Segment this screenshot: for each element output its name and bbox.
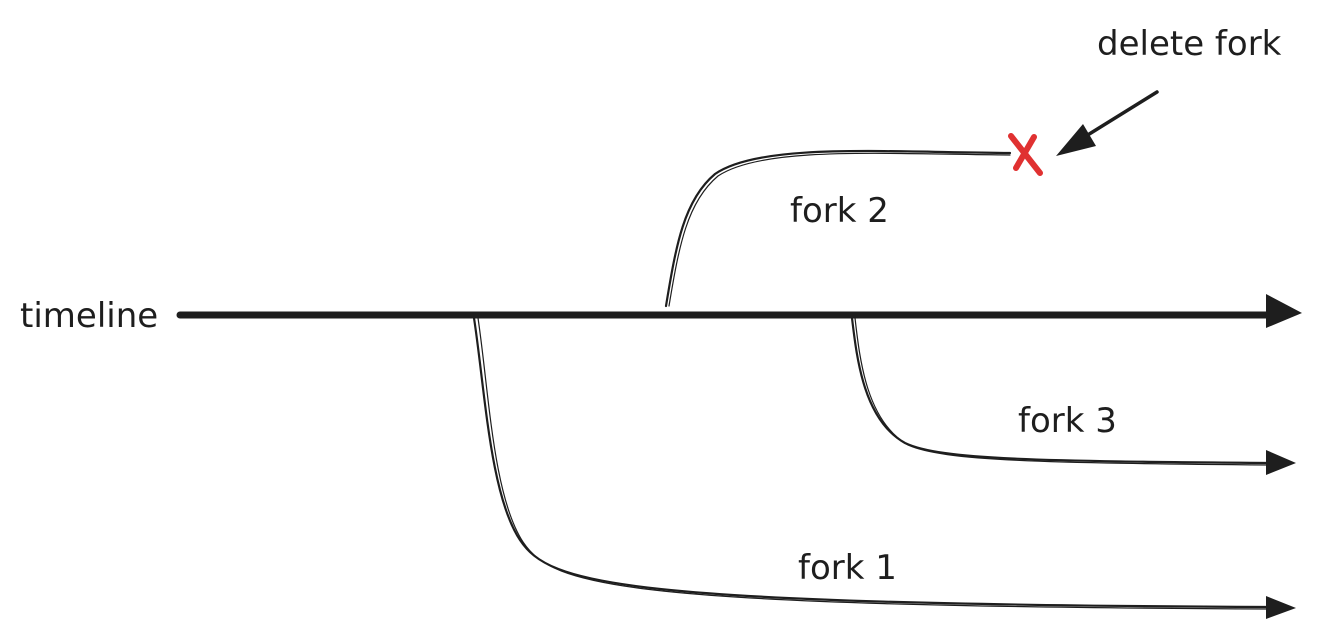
annotation-arrow [1056,90,1159,156]
fork-1-line [472,316,1296,619]
fork-2-label: fork 2 [790,191,889,231]
delete-fork-annotation: delete fork [1097,24,1282,64]
fork-2-line [664,149,1012,308]
timeline-arrowhead [1266,294,1302,328]
fork-1-label: fork 1 [798,548,897,588]
timeline-label: timeline [20,296,158,336]
fork-1-arrowhead [1266,596,1296,619]
delete-x-icon [1008,133,1043,176]
timeline-line [176,294,1302,328]
fork-3-arrowhead [1266,450,1296,475]
fork-3-line [850,316,1296,475]
fork-3-label: fork 3 [1018,401,1117,441]
